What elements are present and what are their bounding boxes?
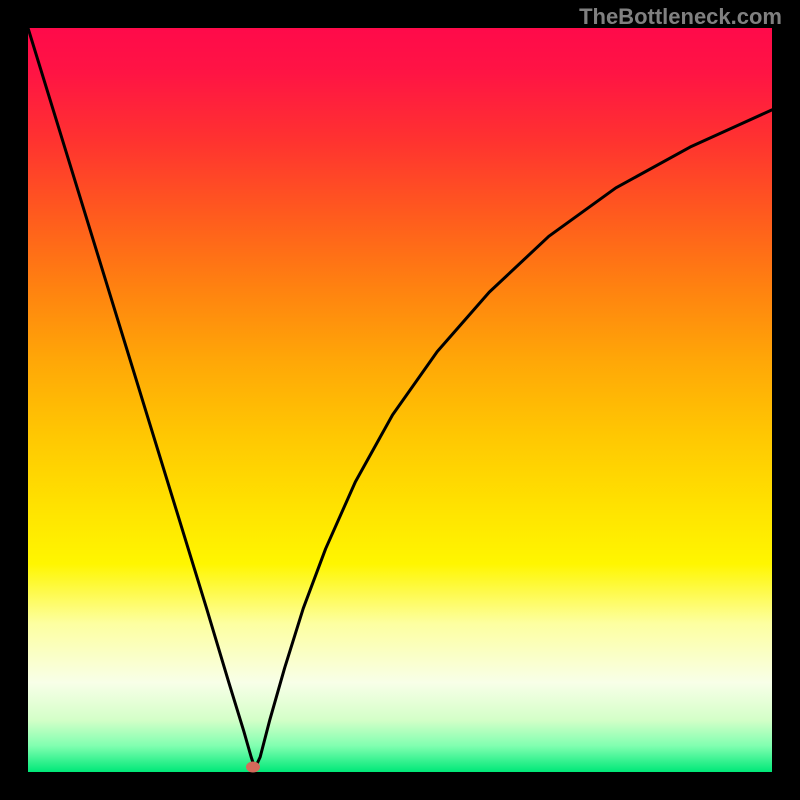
minimum-marker	[246, 761, 260, 772]
watermark-text: TheBottleneck.com	[579, 4, 782, 30]
plot-area	[28, 28, 772, 772]
background-gradient	[28, 28, 772, 772]
